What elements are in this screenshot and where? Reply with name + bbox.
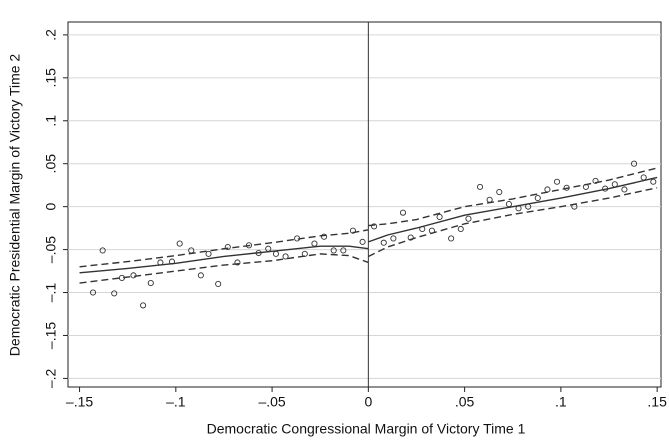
x-tick-label: .15 (647, 394, 667, 410)
point (436, 213, 443, 221)
x-tick-label: –.05 (258, 394, 285, 410)
point (465, 215, 472, 222)
point (282, 253, 289, 260)
y-tick-label: .2 (43, 29, 59, 41)
y-tick-label: 0 (43, 203, 59, 211)
point (621, 186, 628, 193)
point (215, 280, 222, 287)
y-tick-label: –.05 (43, 236, 59, 263)
x-tick-label: 0 (364, 394, 372, 410)
point (630, 160, 638, 167)
y-tick-label: –.1 (43, 283, 59, 303)
point (399, 209, 407, 216)
point (534, 195, 541, 202)
point (390, 235, 397, 242)
confidence-line (79, 253, 369, 284)
point (476, 183, 484, 190)
point (99, 247, 106, 254)
point (359, 238, 366, 245)
point (448, 235, 455, 242)
x-tick-label: –.1 (166, 394, 186, 410)
point (234, 259, 241, 266)
point (340, 247, 347, 254)
point (553, 178, 561, 185)
x-axis-label: Democratic Congressional Margin of Victo… (207, 421, 526, 437)
point (111, 290, 118, 297)
y-tick-label: .05 (43, 154, 59, 174)
point (147, 280, 154, 287)
point (321, 233, 328, 240)
y-tick-label: .15 (43, 68, 59, 88)
point (224, 243, 231, 251)
x-tick-label: .1 (555, 394, 567, 410)
y-tick-label: –.2 (43, 368, 59, 388)
plot-area (67, 21, 662, 388)
point (496, 188, 503, 196)
fit-line (79, 245, 369, 274)
point (457, 225, 464, 233)
point (380, 239, 387, 246)
confidence-line (368, 187, 658, 258)
fit-line (368, 176, 658, 243)
y-tick-label: .1 (43, 115, 59, 127)
point (205, 250, 212, 257)
point (330, 247, 337, 254)
point (197, 272, 204, 279)
point (176, 240, 183, 247)
y-tick-label: –.15 (43, 322, 59, 349)
point (89, 289, 97, 296)
x-tick-label: .05 (455, 394, 475, 410)
point (592, 177, 599, 184)
confidence-line (79, 229, 369, 268)
y-axis-label: Democratic Presidential Margin of Victor… (7, 54, 23, 357)
x-tick-label: –.15 (66, 394, 93, 410)
point (371, 223, 378, 230)
point (140, 302, 147, 309)
point (650, 178, 657, 185)
confidence-line (368, 167, 658, 227)
